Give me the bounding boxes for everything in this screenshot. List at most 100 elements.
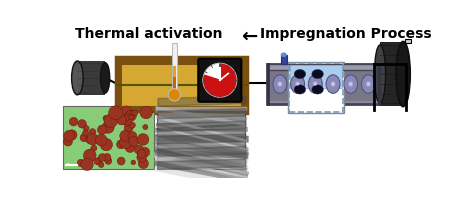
- Bar: [267, 64, 381, 104]
- Bar: [173, 66, 176, 93]
- Text: Thermal activation: Thermal activation: [75, 27, 223, 41]
- Bar: [380, 42, 403, 106]
- Ellipse shape: [277, 81, 283, 87]
- Circle shape: [94, 158, 100, 164]
- Circle shape: [69, 117, 78, 126]
- Circle shape: [99, 162, 104, 168]
- Ellipse shape: [362, 75, 375, 93]
- Circle shape: [103, 115, 109, 121]
- Circle shape: [121, 114, 133, 125]
- Circle shape: [137, 134, 149, 145]
- Circle shape: [140, 106, 152, 119]
- Ellipse shape: [313, 81, 318, 87]
- Ellipse shape: [309, 75, 322, 93]
- FancyBboxPatch shape: [198, 59, 241, 102]
- Circle shape: [117, 115, 127, 125]
- Ellipse shape: [294, 69, 306, 79]
- Circle shape: [87, 134, 98, 145]
- Circle shape: [120, 130, 131, 141]
- Circle shape: [129, 115, 134, 120]
- Circle shape: [99, 154, 106, 161]
- Ellipse shape: [281, 52, 287, 57]
- Ellipse shape: [348, 81, 353, 87]
- Bar: [116, 57, 247, 113]
- Circle shape: [100, 138, 112, 151]
- Ellipse shape: [291, 75, 304, 93]
- Ellipse shape: [273, 75, 287, 93]
- Circle shape: [125, 143, 135, 152]
- Circle shape: [296, 83, 299, 86]
- Circle shape: [123, 115, 129, 121]
- Circle shape: [98, 125, 107, 134]
- Circle shape: [126, 110, 137, 121]
- Circle shape: [89, 129, 96, 135]
- Circle shape: [95, 134, 107, 146]
- Circle shape: [102, 121, 114, 133]
- Ellipse shape: [312, 69, 323, 79]
- Circle shape: [104, 114, 118, 128]
- Ellipse shape: [396, 42, 410, 106]
- Bar: [173, 66, 176, 77]
- Ellipse shape: [366, 81, 371, 87]
- Circle shape: [95, 158, 102, 165]
- Bar: [241, 57, 247, 113]
- Circle shape: [91, 145, 97, 151]
- Bar: [116, 106, 247, 113]
- Bar: [288, 62, 344, 113]
- Circle shape: [130, 110, 135, 115]
- Circle shape: [137, 149, 146, 157]
- Circle shape: [349, 83, 352, 86]
- Ellipse shape: [374, 45, 385, 103]
- Ellipse shape: [344, 75, 358, 93]
- Circle shape: [109, 106, 122, 120]
- Circle shape: [105, 157, 112, 164]
- Circle shape: [278, 83, 282, 86]
- Circle shape: [137, 150, 146, 158]
- Bar: [172, 43, 177, 93]
- Circle shape: [137, 153, 146, 162]
- Circle shape: [168, 89, 181, 101]
- Bar: [116, 57, 247, 65]
- Ellipse shape: [312, 85, 323, 94]
- Circle shape: [132, 110, 138, 116]
- Circle shape: [124, 123, 133, 132]
- Ellipse shape: [295, 81, 300, 87]
- Bar: [289, 63, 343, 112]
- Text: ←: ←: [241, 27, 257, 46]
- Circle shape: [67, 130, 77, 140]
- Polygon shape: [204, 64, 236, 96]
- Circle shape: [86, 136, 94, 144]
- Bar: [77, 61, 105, 95]
- Text: 20: 20: [66, 163, 71, 167]
- Circle shape: [131, 160, 136, 165]
- Circle shape: [117, 157, 125, 165]
- Circle shape: [64, 137, 73, 146]
- Circle shape: [203, 63, 237, 97]
- Circle shape: [78, 120, 86, 128]
- Ellipse shape: [100, 63, 109, 93]
- Circle shape: [80, 134, 88, 142]
- Circle shape: [77, 159, 84, 167]
- Circle shape: [143, 124, 148, 130]
- Bar: [157, 106, 245, 169]
- Circle shape: [314, 83, 317, 86]
- Circle shape: [122, 106, 131, 115]
- Ellipse shape: [294, 85, 306, 94]
- Bar: [267, 64, 381, 70]
- Circle shape: [83, 149, 96, 162]
- Ellipse shape: [326, 75, 340, 93]
- Circle shape: [140, 147, 150, 157]
- Circle shape: [82, 130, 89, 136]
- Circle shape: [117, 140, 126, 149]
- Circle shape: [83, 125, 89, 131]
- Circle shape: [128, 136, 139, 146]
- Bar: [270, 67, 378, 101]
- Text: Impregnation Process: Impregnation Process: [260, 27, 431, 41]
- Circle shape: [367, 83, 370, 86]
- Bar: [405, 39, 411, 43]
- Bar: [63, 106, 154, 169]
- Circle shape: [81, 158, 93, 170]
- Bar: [281, 55, 287, 64]
- Circle shape: [134, 145, 143, 154]
- Circle shape: [129, 122, 136, 128]
